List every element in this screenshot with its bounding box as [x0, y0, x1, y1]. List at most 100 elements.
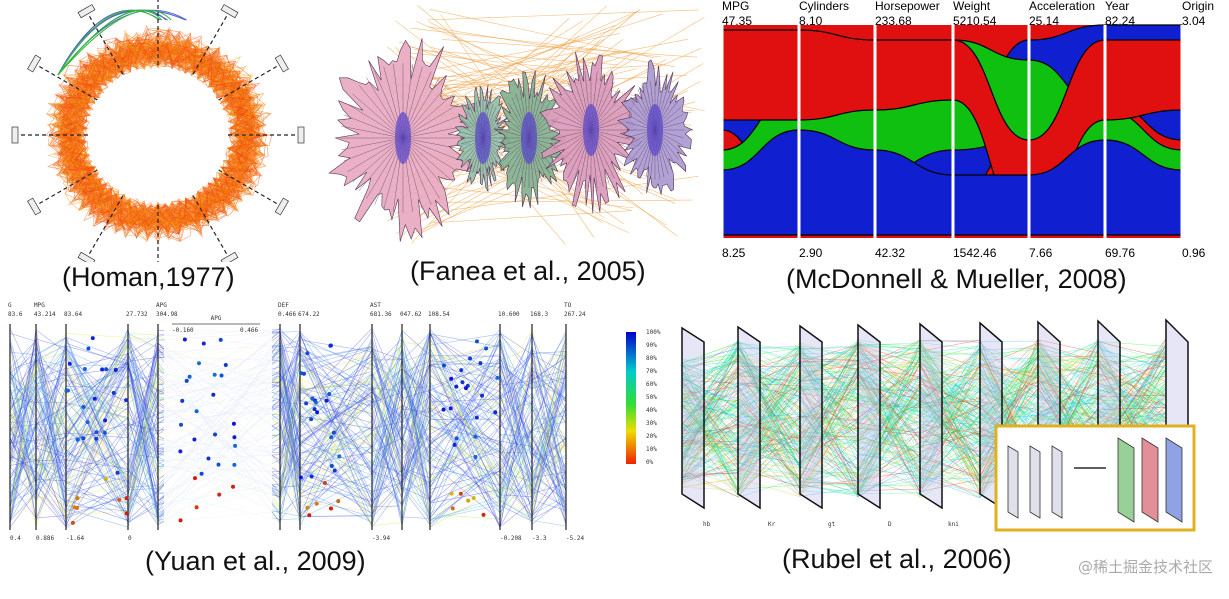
- fanea-figure: [325, 0, 710, 258]
- legend-label: 50%: [646, 394, 657, 401]
- axis-bottom-value: -3.3: [532, 535, 547, 542]
- rubel-figure: 100% 90% 80% 70% 60% 50% 40% 30% 20% 10% 0% hb Kr gt D…: [618, 318, 1218, 544]
- homan-figure: [0, 0, 320, 262]
- axis-name: MPG: [722, 0, 749, 13]
- axis-bottom-value: -1.64: [66, 535, 84, 542]
- axis-bottom-value: -3.94: [372, 535, 390, 542]
- axis-top-value: 681.36: [370, 311, 392, 318]
- rubel-axis-label: gt: [828, 521, 836, 528]
- fanea-star-glyphs: [328, 5, 705, 245]
- rubel-axis-plane: [799, 324, 823, 510]
- axis-min: 0.96: [1182, 246, 1206, 260]
- legend-label: 70%: [646, 368, 657, 375]
- mcdonnell-parallel-coords: MPG47.358.25Cylinders8.102.90Horsepower2…: [720, 0, 1214, 260]
- rubel-axis-label: kni: [948, 521, 959, 528]
- axis-max: 25.14: [1029, 14, 1059, 28]
- legend-label: 60%: [646, 381, 657, 388]
- axis-min: 42.32: [875, 246, 905, 260]
- rubel-3d-parallel-coords: 100% 90% 80% 70% 60% 50% 40% 30% 20% 10% 0% hb Kr gt D…: [626, 318, 1196, 532]
- axis-top-value: 0.466: [278, 311, 296, 318]
- rubel-inset: [994, 424, 1196, 532]
- axis-max: 3.04: [1182, 14, 1206, 28]
- axis-top-value: 27.732: [126, 311, 148, 318]
- caption-mcdonnell: (McDonnell & Mueller, 2008): [786, 264, 1127, 294]
- axis-label: DEF: [278, 302, 289, 309]
- axis-name: Weight: [953, 0, 991, 13]
- rubel-axis-label: Kr: [768, 521, 776, 528]
- star-glyph: [493, 70, 568, 209]
- yuan-parallel-scatter: G 83.6 MPG 43.214 83.64 27.732 APG 304.98 DEF 0.4…: [8, 302, 586, 542]
- color-legend: [626, 332, 636, 464]
- axis-min: 8.25: [722, 246, 746, 260]
- homan-axes: [11, 0, 305, 262]
- axis-top-value: 83.6: [8, 311, 23, 318]
- legend-label: 40%: [646, 407, 657, 414]
- axis-top-value: 83.64: [64, 311, 82, 318]
- axis-max: 5210.54: [953, 14, 997, 28]
- rubel-axis-plane: [919, 322, 943, 510]
- axis-top-value: 168.3: [530, 311, 548, 318]
- axis-label: G: [8, 302, 12, 309]
- axis-top-value: 10.600: [498, 311, 520, 318]
- axis-min: 1542.46: [953, 246, 997, 260]
- axis-bottom-value: -0.208: [500, 535, 522, 542]
- caption-rubel: (Rubel et al., 2006): [782, 544, 1012, 574]
- legend-label: 20%: [646, 433, 657, 440]
- axis-max: 82.24: [1105, 14, 1135, 28]
- caption-homan: (Homan,1977): [62, 262, 235, 292]
- axis-name: Acceleration: [1029, 0, 1095, 13]
- legend-label: 100%: [646, 329, 661, 336]
- scatter-axis-name: APG: [211, 315, 222, 322]
- axis-label: MPG: [34, 302, 45, 309]
- axis-label: TO: [564, 302, 572, 309]
- legend-label: 90%: [646, 342, 657, 349]
- axis-name: Horsepower: [875, 0, 940, 13]
- rubel-axis-plane: [737, 325, 761, 510]
- homan-lines: [45, 9, 273, 246]
- axis-top-value: 267.24: [564, 311, 586, 318]
- legend-label: 80%: [646, 355, 657, 362]
- axis-label: AST: [370, 302, 381, 309]
- rubel-axis-label: D: [888, 521, 892, 528]
- yuan-lines: [9, 327, 567, 529]
- axis-max: 47.35: [722, 14, 752, 28]
- axis-name: Year: [1105, 0, 1129, 13]
- homan-radial-plot: [11, 0, 305, 262]
- axis-name: Origin: [1182, 0, 1214, 13]
- legend-label: 30%: [646, 420, 657, 427]
- axis-min: 2.90: [799, 246, 823, 260]
- axis-max: 233.68: [875, 14, 912, 28]
- axis-min: 69.76: [1105, 246, 1135, 260]
- axis-max: 8.10: [799, 14, 823, 28]
- star-glyph: [539, 51, 643, 214]
- star-glyph: [454, 85, 512, 192]
- legend-label: 0%: [646, 459, 654, 466]
- scatter-axis-max: 0.466: [240, 327, 258, 334]
- axis-label: APG: [156, 302, 167, 309]
- watermark: @稀土掘金技术社区: [1077, 558, 1213, 576]
- caption-fanea: (Fanea et al., 2005): [410, 256, 646, 286]
- axis-bottom-value: 0.4: [10, 535, 21, 542]
- star-glyph: [617, 59, 694, 195]
- mcdonnell-axes: [720, 25, 1184, 238]
- axis-top-value: 43.214: [34, 311, 56, 318]
- axis-min: 7.66: [1029, 246, 1053, 260]
- axis-bottom-value: 0.886: [36, 535, 54, 542]
- mcdonnell-figure: MPG 47.35 8.25 Cylinders 8.10 2.90 Horsepower 2…: [718, 0, 1229, 262]
- axis-top-value: 108.54: [428, 311, 450, 318]
- yuan-figure: G 83.6 MPG 43.214 83.64 27.732 APG 304.98 DEF 0.4…: [0, 298, 600, 542]
- rubel-axis-label: hb: [703, 521, 711, 528]
- rubel-axis-plane: [857, 323, 881, 510]
- yuan-dots: [65, 336, 500, 525]
- axis-name: Cylinders: [799, 0, 849, 13]
- axis-top-value: 674.22: [298, 311, 320, 318]
- legend-label: 10%: [646, 446, 657, 453]
- axis-top-value: 047.62: [400, 311, 422, 318]
- star-glyph: [328, 38, 481, 242]
- axis-bottom-value: -5.24: [566, 535, 584, 542]
- rubel-axis-plane: [681, 326, 705, 510]
- axis-bottom-value: 0: [128, 535, 132, 542]
- axis-top-value: 304.98: [156, 311, 178, 318]
- caption-yuan: (Yuan et al., 2009): [145, 546, 366, 576]
- scatter-axis-min: -0.160: [172, 327, 194, 334]
